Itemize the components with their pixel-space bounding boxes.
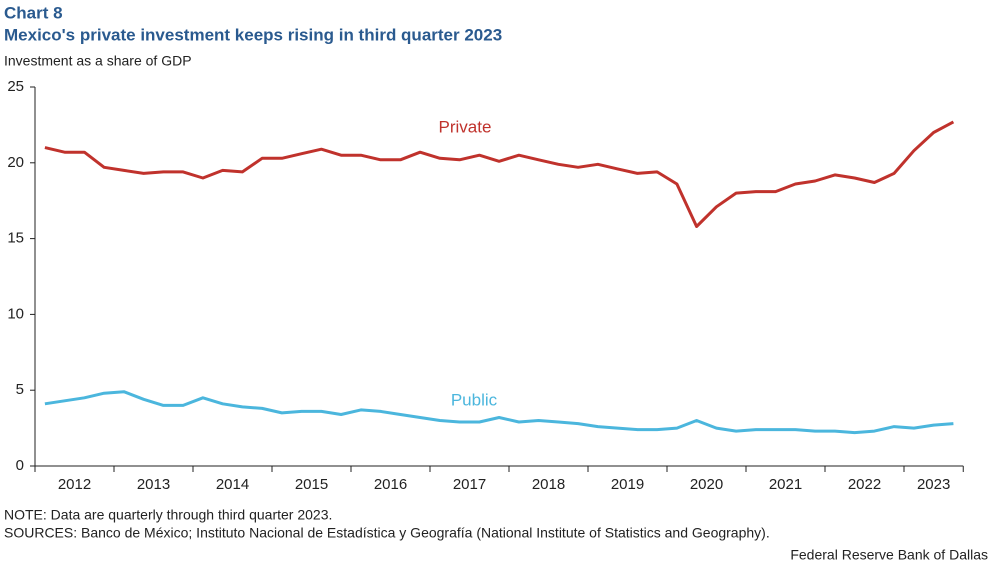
chart-subtitle: Mexico's private investment keeps rising… — [4, 25, 502, 44]
y-tick-label: 10 — [7, 305, 24, 322]
y-tick-label: 20 — [7, 154, 24, 171]
x-tick-label: 2019 — [611, 476, 644, 493]
chart-title: Chart 8 — [4, 3, 63, 22]
x-tick-label: 2015 — [295, 476, 328, 493]
sources: SOURCES: Banco de México; Instituto Naci… — [4, 525, 770, 541]
x-tick-label: 2020 — [690, 476, 723, 493]
x-tick-label: 2012 — [58, 476, 91, 493]
y-axis-label: Investment as a share of GDP — [4, 53, 192, 69]
series-label: Private — [439, 117, 492, 136]
x-tick-label: 2021 — [769, 476, 802, 493]
x-tick-label: 2013 — [137, 476, 170, 493]
y-tick-label: 25 — [7, 78, 24, 95]
note: NOTE: Data are quarterly through third q… — [4, 507, 332, 523]
x-tick-label: 2022 — [848, 476, 881, 493]
series-label: Public — [451, 390, 498, 409]
y-tick-label: 5 — [16, 381, 24, 398]
x-tick-label: 2017 — [453, 476, 486, 493]
x-tick-label: 2018 — [532, 476, 565, 493]
y-tick-label: 0 — [16, 457, 24, 474]
y-tick-label: 15 — [7, 230, 24, 247]
series-line — [44, 390, 954, 435]
credit: Federal Reserve Bank of Dallas — [790, 547, 988, 563]
series-line — [44, 120, 955, 228]
x-tick-label: 2023 — [917, 476, 950, 493]
x-tick-label: 2016 — [374, 476, 407, 493]
x-tick-label: 2014 — [216, 476, 249, 493]
